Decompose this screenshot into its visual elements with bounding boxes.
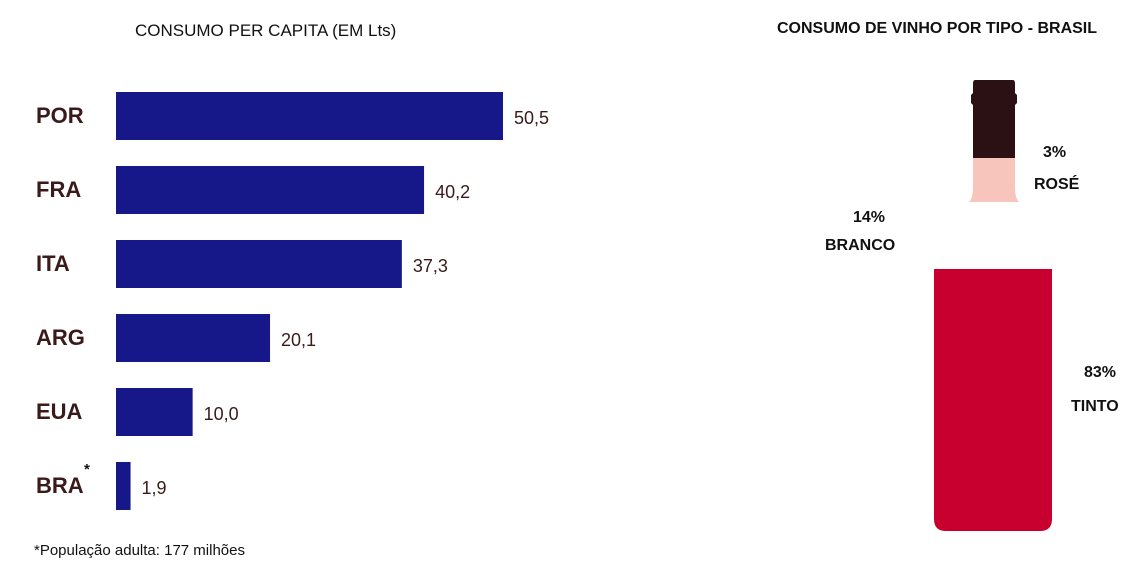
bar-arg [116,314,271,362]
value-label-por: 50,5 [514,108,549,128]
value-label-eua: 10,0 [204,404,239,424]
bar-ita [116,240,402,288]
category-label-por: POR [36,103,84,128]
rose-percent-label: 3% [1043,144,1066,161]
per-capita-bar-chart: POR 50,5 FRA 40,2 ITA 37,3 ARG 20,1 EUA 10,0 BRA* 1… [36,92,549,510]
bottle-neck-rose-segment [969,158,1019,202]
rose-name-label: ROSÉ [1034,174,1080,193]
bar-chart-title: CONSUMO PER CAPITA (EM Lts) [135,21,397,40]
tinto-name-label: TINTO [1071,398,1119,415]
category-marker-bra: * [84,461,90,478]
category-label-bra: BRA [36,473,84,498]
tinto-percent-label: 83% [1084,364,1116,381]
bottle-chart-title: CONSUMO DE VINHO POR TIPO - BRASIL [777,20,1098,37]
category-label-ita: ITA [36,251,70,276]
branco-name-label: BRANCO [825,237,895,254]
footnote: *População adulta: 177 milhões [34,542,245,559]
bar-fra [116,166,425,214]
value-label-ita: 37,3 [413,256,448,276]
category-label-eua: EUA [36,399,83,424]
category-label-fra: FRA [36,177,81,202]
branco-percent-label: 14% [853,209,885,226]
bar-por [116,92,503,140]
bottle-cap [971,80,1017,158]
bar-bra [116,462,131,510]
category-label-arg: ARG [36,325,85,350]
value-label-fra: 40,2 [435,182,470,202]
bar-eua [116,388,193,436]
bottle-body-tinto-segment [934,269,1052,531]
value-label-bra: 1,9 [142,478,167,498]
value-label-arg: 20,1 [281,330,316,350]
